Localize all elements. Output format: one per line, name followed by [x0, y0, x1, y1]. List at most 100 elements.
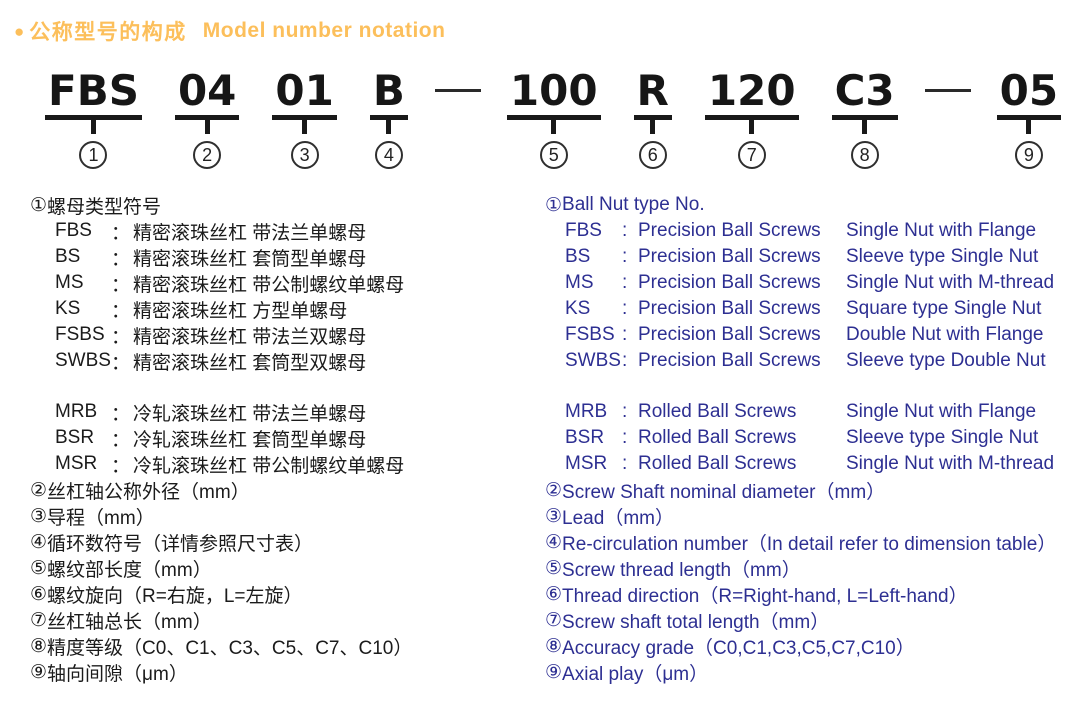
connector-tick [862, 120, 868, 134]
item-text: 轴向间隙（μm） [47, 663, 188, 685]
nut-code: MSR [565, 453, 608, 474]
colon-separator: : [622, 401, 628, 422]
colon-separator: ： [111, 248, 131, 270]
legend-column-english: ① Ball Nut type No. FBS: Precision Ball Sc… [545, 192, 1056, 685]
item-text: 精度等级（C0、C1、C3、C5、C7、C10） [47, 637, 413, 659]
circled-number: ⑧ [545, 635, 563, 657]
numbered-item: ② Screw Shaft nominal diameter（mm） [545, 477, 1056, 503]
nut-code: MSR [55, 453, 98, 474]
numbered-item: ⑧ Accuracy grade（C0,C1,C3,C5,C7,C10） [545, 633, 1056, 659]
model-segment-8: C3 8 [831, 70, 898, 169]
segment-text: 04 [174, 70, 240, 120]
group-gap [30, 374, 545, 399]
numbered-item: ③ Lead（mm） [545, 503, 1056, 529]
segment-number: 4 [383, 144, 394, 165]
colon-separator: ： [111, 326, 131, 348]
colon-separator: ： [111, 352, 131, 374]
segment-number-circle: 8 [850, 141, 879, 169]
circled-number: ③ [545, 505, 563, 527]
nut-code: MRB [55, 401, 98, 422]
item-text: 循环数符号（详情参照尺寸表） [47, 533, 314, 555]
nut-type-row: BSR: Rolled Ball Screws Sleeve type Single… [545, 425, 1056, 451]
item-text: Screw thread length（mm） [562, 559, 801, 581]
segment-text: 120 [704, 70, 799, 120]
segment-number-circle: 6 [638, 141, 667, 169]
circled-number: ③ [30, 505, 48, 527]
segment-number: 9 [1023, 144, 1034, 165]
model-dash-separator [434, 70, 481, 92]
segment-number-circle: 9 [1014, 141, 1043, 169]
numbered-item: ⑦ 丝杠轴总长（mm） [30, 607, 545, 633]
segment-number-circle: 1 [79, 141, 108, 169]
circled-number: ⑨ [30, 661, 48, 683]
segment-number: 6 [647, 144, 658, 165]
screw-family: Precision Ball Screws [638, 246, 821, 267]
nut-type-row: SWBS: Precision Ball Screws Sleeve type Do… [545, 348, 1056, 374]
colon-separator: : [622, 246, 628, 267]
item-text: Screw Shaft nominal diameter（mm） [562, 481, 886, 503]
connector-tick [650, 120, 656, 134]
screw-family: Rolled Ball Screws [638, 427, 797, 448]
numbered-item: ⑥ 螺纹旋向（R=右旋，L=左旋） [30, 581, 545, 607]
nut-description: Single Nut with M-thread [846, 453, 1055, 474]
model-segment-6: R 6 [633, 70, 672, 169]
nut-code: FBS [565, 220, 602, 241]
colon-separator: : [622, 350, 628, 371]
item-text: Axial play（μm） [562, 663, 709, 685]
nut-type-row: MS: Precision Ball Screws Single Nut with … [545, 270, 1056, 296]
nut-type-row: FSBS: Precision Ball Screws Double Nut wit… [545, 322, 1056, 348]
page-title: ● 公称型号的构成 Model number notation [14, 16, 445, 46]
numbered-item: ⑤ Screw thread length（mm） [545, 555, 1056, 581]
nut-code: BSR [565, 427, 605, 448]
colon-separator: : [622, 220, 628, 241]
segment-number: 7 [746, 144, 757, 165]
nut-description: Sleeve type Single Nut [846, 427, 1039, 448]
circled-number: ⑤ [545, 557, 563, 579]
model-segment-7: 120 7 [704, 70, 799, 169]
circled-number: ② [30, 479, 48, 501]
nut-description: Single Nut with M-thread [846, 272, 1055, 293]
screw-family: Rolled Ball Screws [638, 453, 797, 474]
segment-number: 3 [299, 144, 310, 165]
segment-number-circle: 4 [374, 141, 403, 169]
model-segment-5: 100 5 [506, 70, 601, 169]
numbered-item: ⑨ 轴向间隙（μm） [30, 659, 545, 685]
colon-separator: ： [111, 403, 131, 425]
nut-code: SWBS [55, 350, 111, 371]
nut-type-row: KS ：精密滚珠丝杠 方型单螺母 [30, 296, 545, 322]
item-text: 丝杠轴总长（mm） [47, 611, 212, 633]
segment-text: B [369, 70, 408, 120]
nut-code: FSBS [565, 324, 615, 345]
nut-type-row: MSR: Rolled Ball Screws Single Nut with M-… [545, 451, 1056, 477]
nut-type-row: FBS ：精密滚珠丝杠 带法兰单螺母 [30, 218, 545, 244]
segment-number-circle: 5 [539, 141, 568, 169]
nut-code: KS [55, 298, 81, 319]
colon-separator: ： [111, 455, 131, 477]
colon-separator: : [622, 298, 628, 319]
circled-number: ④ [30, 531, 48, 553]
circled-number: ④ [545, 531, 563, 553]
legend-columns: ① 螺母类型符号 FBS：精密滚珠丝杠 带法兰单螺母 BS：精密滚珠丝杠 套筒型单… [30, 192, 1056, 685]
nut-type-row: MRB ：冷轧滚珠丝杠 带法兰单螺母 [30, 399, 545, 425]
item-text: Lead（mm） [562, 507, 674, 529]
colon-separator: : [622, 324, 628, 345]
circled-number: ⑦ [545, 609, 563, 631]
page-title-en: Model number notation [202, 19, 446, 42]
circled-number: ① [30, 194, 48, 216]
circled-number: ⑧ [30, 635, 48, 657]
segment-number: 8 [859, 144, 870, 165]
item-text: 螺纹旋向（R=右旋，L=左旋） [47, 585, 303, 607]
nut-code: SWBS [565, 350, 621, 371]
bullet-icon: ● [14, 21, 25, 41]
circled-number: ② [545, 479, 563, 501]
screw-family: Precision Ball Screws [638, 220, 821, 241]
segment-text: 01 [272, 70, 337, 120]
model-dash-separator [924, 70, 971, 92]
nut-description: 精密滚珠丝杠 带法兰单螺母 [133, 222, 367, 244]
colon-separator: ： [111, 274, 131, 296]
nut-description: 冷轧滚珠丝杠 带法兰单螺母 [133, 403, 367, 425]
segment-text: 100 [506, 70, 601, 120]
numbered-item: ⑤ 螺纹部长度（mm） [30, 555, 545, 581]
nut-type-row: FSBS ：精密滚珠丝杠 带法兰双螺母 [30, 322, 545, 348]
connector-tick [386, 120, 392, 134]
